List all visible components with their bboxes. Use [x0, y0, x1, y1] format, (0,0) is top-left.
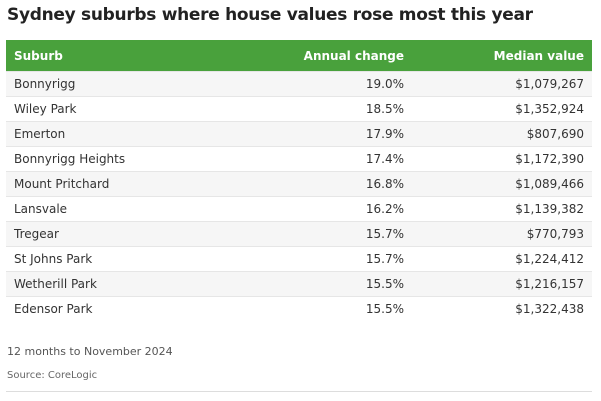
- cell-annual-change: 18.5%: [242, 96, 412, 122]
- table-row: Bonnyrigg 19.0% $1,079,267: [6, 71, 592, 97]
- table-row: Tregear 15.7% $770,793: [6, 221, 592, 247]
- cell-median-value: $1,216,157: [412, 271, 592, 297]
- cell-annual-change: 19.0%: [242, 71, 412, 97]
- cell-median-value: $1,322,438: [412, 296, 592, 321]
- data-table: Suburb Annual change Median value Bonnyr…: [6, 40, 592, 321]
- cell-suburb: Lansvale: [6, 196, 242, 222]
- cell-suburb: Edensor Park: [6, 296, 242, 321]
- cell-suburb: Tregear: [6, 221, 242, 247]
- table-row: St Johns Park 15.7% $1,224,412: [6, 246, 592, 272]
- cell-suburb: St Johns Park: [6, 246, 242, 272]
- cell-annual-change: 17.9%: [242, 121, 412, 147]
- cell-annual-change: 16.8%: [242, 171, 412, 197]
- cell-annual-change: 15.5%: [242, 271, 412, 297]
- column-header-suburb: Suburb: [6, 40, 242, 72]
- table-row: Bonnyrigg Heights 17.4% $1,172,390: [6, 146, 592, 172]
- period-note: 12 months to November 2024: [7, 345, 173, 358]
- cell-suburb: Bonnyrigg: [6, 71, 242, 97]
- cell-annual-change: 16.2%: [242, 196, 412, 222]
- column-header-annual-change: Annual change: [242, 40, 412, 72]
- table-body: Bonnyrigg 19.0% $1,079,267 Wiley Park 18.5% $…: [6, 71, 592, 321]
- cell-median-value: $1,224,412: [412, 246, 592, 272]
- cell-suburb: Bonnyrigg Heights: [6, 146, 242, 172]
- cell-annual-change: 15.7%: [242, 246, 412, 272]
- cell-median-value: $1,139,382: [412, 196, 592, 222]
- source-note: Source: CoreLogic: [7, 370, 98, 381]
- cell-median-value: $770,793: [412, 221, 592, 247]
- chart-title: Sydney suburbs where house values rose m…: [7, 5, 533, 25]
- cell-annual-change: 15.7%: [242, 221, 412, 247]
- cell-suburb: Emerton: [6, 121, 242, 147]
- cell-median-value: $1,089,466: [412, 171, 592, 197]
- table-row: Mount Pritchard 16.8% $1,089,466: [6, 171, 592, 197]
- column-header-median-value: Median value: [412, 40, 592, 72]
- table-header-row: Suburb Annual change Median value: [6, 40, 592, 72]
- cell-annual-change: 17.4%: [242, 146, 412, 172]
- cell-median-value: $1,172,390: [412, 146, 592, 172]
- cell-suburb: Mount Pritchard: [6, 171, 242, 197]
- table-row: Lansvale 16.2% $1,139,382: [6, 196, 592, 222]
- table-row: Emerton 17.9% $807,690: [6, 121, 592, 147]
- table-row: Edensor Park 15.5% $1,322,438: [6, 296, 592, 321]
- footer-divider: [6, 391, 592, 392]
- table-row: Wiley Park 18.5% $1,352,924: [6, 96, 592, 122]
- cell-annual-change: 15.5%: [242, 296, 412, 321]
- cell-suburb: Wetherill Park: [6, 271, 242, 297]
- cell-median-value: $1,079,267: [412, 71, 592, 97]
- cell-suburb: Wiley Park: [6, 96, 242, 122]
- table-row: Wetherill Park 15.5% $1,216,157: [6, 271, 592, 297]
- cell-median-value: $1,352,924: [412, 96, 592, 122]
- cell-median-value: $807,690: [412, 121, 592, 147]
